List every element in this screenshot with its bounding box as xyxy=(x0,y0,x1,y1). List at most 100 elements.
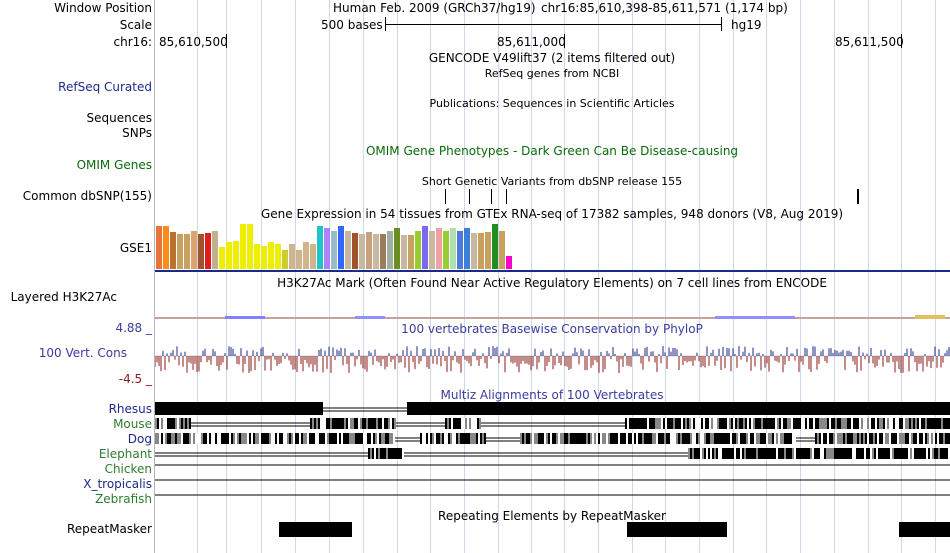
phylop-track-title[interactable]: 100 vertebrates Basewise Conservation by… xyxy=(401,322,703,336)
alignment-block xyxy=(179,433,181,444)
label-omim[interactable]: OMIM Genes xyxy=(76,158,152,172)
alignment-block xyxy=(882,448,884,459)
alignment-block xyxy=(748,448,750,459)
h3k27ac-track-title[interactable]: H3K27Ac Mark (Often Found Near Active Re… xyxy=(277,276,827,290)
alignment-block xyxy=(534,433,536,444)
species-label-rhesus[interactable]: Rhesus xyxy=(108,402,152,416)
multiz-alignment[interactable] xyxy=(155,400,950,508)
alignment-block xyxy=(774,448,776,459)
alignment-block xyxy=(159,418,161,429)
alignment-block xyxy=(732,448,734,459)
alignment-block xyxy=(388,448,390,459)
alignment-block xyxy=(265,433,267,444)
gtex-track-title[interactable]: Gene Expression in 54 tissues from GTEx … xyxy=(260,207,844,221)
gtex-bar xyxy=(506,256,512,269)
alignment-block xyxy=(849,418,851,429)
alignment-block xyxy=(544,433,546,444)
alignment-block xyxy=(161,433,163,444)
label-chrom: chr16: xyxy=(113,35,152,49)
label-common-dbsnp[interactable]: Common dbSNP(155) xyxy=(22,189,152,203)
publications-track-title[interactable]: Publications: Sequences in Scientific Ar… xyxy=(429,97,675,110)
alignment-block xyxy=(590,433,592,444)
species-label-xtropicalis[interactable]: X_tropicalis xyxy=(83,477,152,491)
repeatmasker-track-title[interactable]: Repeating Elements by RepeatMasker xyxy=(438,509,666,523)
species-label-chicken[interactable]: Chicken xyxy=(104,462,152,476)
alignment-block xyxy=(478,433,480,444)
alignment-block xyxy=(706,433,708,444)
alignment-block xyxy=(894,448,896,459)
alignment-block xyxy=(879,418,881,429)
alignment-block xyxy=(937,418,939,429)
alignment-block xyxy=(428,433,430,444)
label-sequences[interactable]: Sequences xyxy=(86,111,152,125)
repeat-element[interactable] xyxy=(627,522,727,537)
gtex-bar xyxy=(261,246,267,269)
omim-track-title[interactable]: OMIM Gene Phenotypes - Dark Green Can Be… xyxy=(365,144,739,158)
gencode-track-title[interactable]: GENCODE V49lift37 (2 items filtered out) xyxy=(428,51,676,65)
alignment-block xyxy=(722,448,724,459)
dbsnp-track-title[interactable]: Short Genetic Variants from dbSNP releas… xyxy=(421,175,683,188)
alignment-block xyxy=(462,433,464,444)
alignment-block xyxy=(892,448,894,459)
alignment-block xyxy=(185,418,187,429)
alignment-block xyxy=(702,448,704,459)
alignment-block xyxy=(289,433,291,444)
alignment-block xyxy=(669,418,671,429)
alignment-block xyxy=(333,433,335,444)
alignment-block xyxy=(380,448,382,459)
alignment-block xyxy=(622,433,624,444)
species-label-elephant[interactable]: Elephant xyxy=(98,447,152,461)
alignment-block xyxy=(336,418,338,429)
repeat-element[interactable] xyxy=(279,522,352,537)
label-repeatmasker[interactable]: RepeatMasker xyxy=(66,522,152,536)
alignment-block xyxy=(464,433,466,444)
label-refseq[interactable]: RefSeq Curated xyxy=(58,80,152,94)
alignment-block xyxy=(867,433,869,444)
alignment-block xyxy=(652,433,654,444)
label-snps[interactable]: SNPs xyxy=(122,126,152,140)
alignment-block xyxy=(780,448,782,459)
alignment-block xyxy=(273,433,275,444)
species-label-dog[interactable]: Dog xyxy=(127,432,152,446)
phylop-chart[interactable] xyxy=(155,340,950,388)
alignment-block xyxy=(468,433,470,444)
alignment-block xyxy=(625,418,627,429)
alignment-block xyxy=(861,418,863,429)
alignment-block xyxy=(327,433,329,444)
alignment-block xyxy=(876,448,878,459)
label-h3k27ac[interactable]: Layered H3K27Ac xyxy=(10,290,117,304)
alignment-block xyxy=(841,433,843,444)
alignment-block xyxy=(716,448,718,459)
alignment-block xyxy=(470,433,472,444)
alignment-block xyxy=(297,433,299,444)
alignment-block xyxy=(765,418,767,429)
alignment-block xyxy=(183,433,185,444)
alignment-block xyxy=(893,418,895,429)
alignment-block xyxy=(843,418,845,429)
species-label-zebrafish[interactable]: Zebrafish xyxy=(95,492,152,506)
alignment-block xyxy=(896,448,898,459)
repeat-element[interactable] xyxy=(899,522,950,537)
alignment-block xyxy=(774,433,776,444)
alignment-block xyxy=(825,433,827,444)
alignment-block xyxy=(396,448,398,459)
alignment-block xyxy=(871,418,873,429)
alignment-block xyxy=(546,433,548,444)
alignment-block xyxy=(737,418,739,429)
refseq-track-title[interactable]: RefSeq genes from NCBI xyxy=(484,67,620,80)
alignment-block xyxy=(526,433,528,444)
alignment-block xyxy=(373,433,375,444)
alignment-block xyxy=(744,448,746,459)
alignment-block xyxy=(723,418,725,429)
species-label-mouse[interactable]: Mouse xyxy=(113,417,152,431)
alignment-block xyxy=(438,433,440,444)
alignment-block xyxy=(179,418,181,429)
label-cons[interactable]: 100 Vert. Cons xyxy=(38,346,127,360)
alignment-block xyxy=(229,433,231,444)
gtex-chart[interactable] xyxy=(155,222,950,274)
alignment-block xyxy=(760,433,762,444)
multiz-track-title[interactable]: Multiz Alignments of 100 Vertebrates xyxy=(440,388,664,402)
alignment-block xyxy=(759,418,761,429)
label-gse1[interactable]: GSE1 xyxy=(119,241,152,255)
alignment-block xyxy=(392,418,394,429)
